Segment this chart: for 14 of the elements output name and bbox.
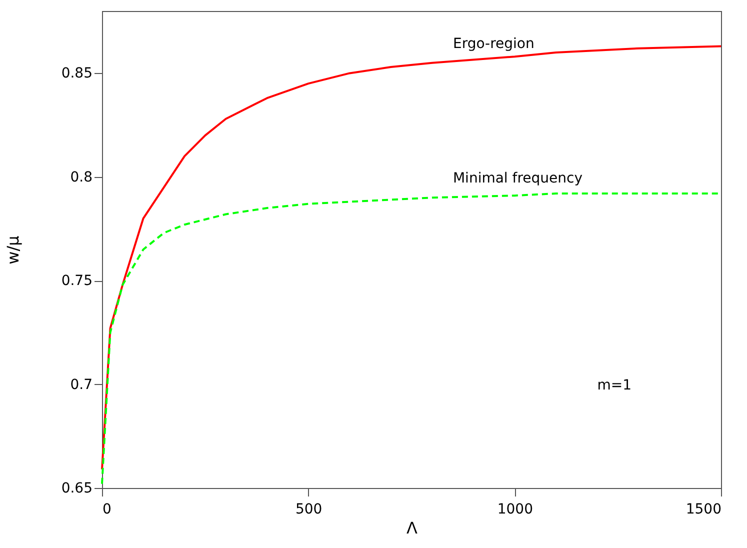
y-tick-label: 0.75: [61, 273, 92, 290]
y-tick-label: 0.7: [70, 376, 92, 393]
y-tick-label: 0.85: [61, 66, 92, 82]
x-tick-label: 500: [295, 502, 322, 518]
y-axis-title: w/μ: [3, 236, 22, 264]
y-tick-label: 0.65: [61, 480, 92, 496]
x-tick-label: 1500: [686, 502, 722, 518]
x-axis-title: Λ: [406, 518, 418, 538]
series-label: Ergo-region: [452, 36, 534, 52]
annotation: m=1: [597, 377, 632, 394]
x-tick-label: 1000: [497, 502, 533, 518]
x-tick-label: 0: [102, 502, 112, 518]
series-label: Minimal frequency: [452, 170, 582, 187]
y-tick-label: 0.8: [70, 169, 92, 186]
